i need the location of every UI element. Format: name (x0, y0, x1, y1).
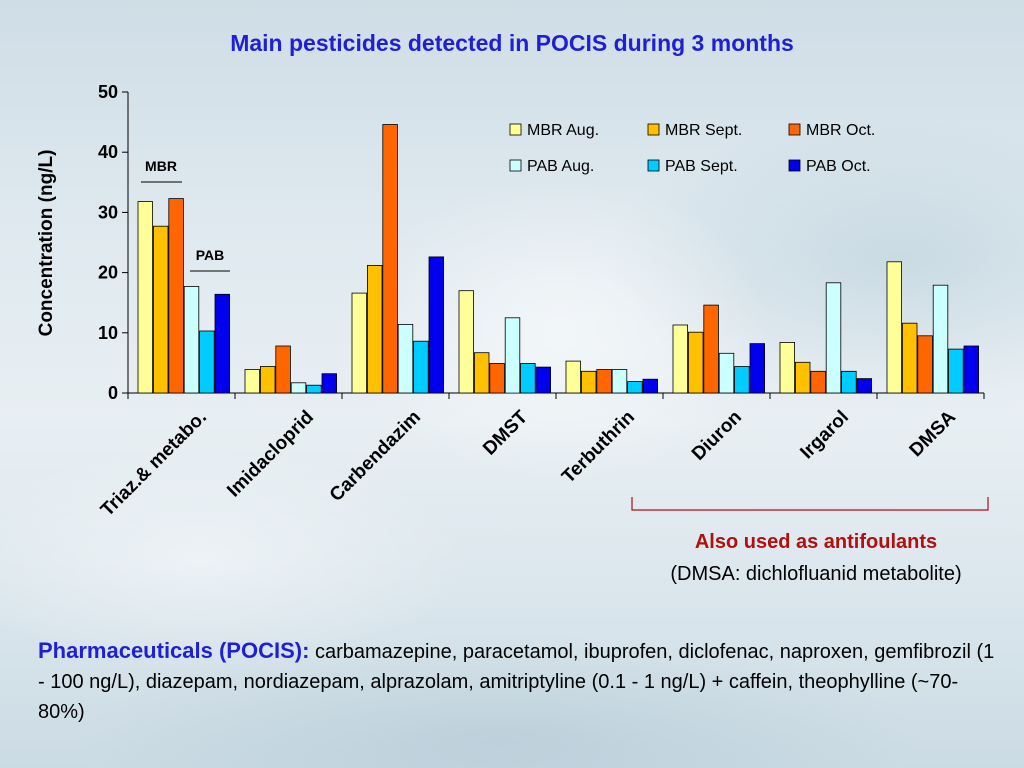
mbr-annotation: MBR (145, 158, 177, 174)
bar (535, 366, 552, 394)
category-label: DMST (479, 406, 532, 459)
bar (703, 304, 719, 394)
bar (168, 198, 184, 394)
bar (611, 369, 628, 394)
y-tick-label: 50 (98, 82, 118, 102)
bar (473, 352, 490, 394)
bar (886, 261, 903, 394)
bar (428, 256, 445, 394)
bar (734, 366, 750, 394)
bar (183, 285, 200, 394)
y-tick-label: 30 (98, 202, 118, 222)
legend-swatch (788, 159, 801, 172)
antifoulant-note: Also used as antifoulants (694, 531, 938, 553)
bar (366, 264, 383, 394)
bar (137, 201, 154, 394)
bar (275, 345, 291, 394)
bar (565, 360, 582, 394)
category-label: DMSA (906, 406, 961, 461)
pab-annotation: PAB (196, 247, 225, 263)
bar (351, 292, 368, 394)
bar (581, 370, 597, 394)
category-label: Carbendazim (326, 407, 425, 506)
bar (627, 381, 643, 394)
bar (948, 348, 964, 394)
bar (596, 369, 612, 394)
bar (841, 370, 857, 394)
legend-label: PAB Oct. (806, 158, 871, 175)
bar (672, 324, 689, 394)
category-label: Triaz.& metabo. (97, 407, 211, 521)
bar (917, 335, 933, 394)
bar (795, 361, 811, 394)
legend-swatch (647, 123, 660, 136)
legend-label: MBR Sept. (665, 122, 742, 139)
bar (810, 370, 826, 394)
category-label: Imidacloprid (223, 407, 318, 502)
bar (214, 293, 231, 394)
pharmaceuticals-heading: Pharmaceuticals (POCIS): (38, 638, 310, 663)
bar (199, 330, 215, 394)
y-tick-label: 0 (108, 383, 118, 403)
legend-swatch (509, 123, 522, 136)
bar (413, 340, 429, 394)
antifoulant-bracket (631, 497, 989, 511)
bar (718, 352, 735, 394)
bar (382, 124, 398, 394)
bar (458, 290, 475, 394)
bar (152, 225, 169, 394)
pharmaceuticals-paragraph: Pharmaceuticals (POCIS): carbamazepine, … (38, 636, 998, 727)
category-label: Irgarol (796, 407, 853, 464)
y-tick-label: 20 (98, 263, 118, 283)
dmsa-note: (DMSA: dichlofluanid metabolite) (670, 563, 962, 585)
chart-title: Main pesticides detected in POCIS during… (230, 30, 794, 56)
y-tick-label: 10 (98, 323, 118, 343)
bar (825, 282, 842, 394)
bar (902, 322, 918, 394)
pharmaceuticals-list: carbamazepine, paracetamol, ibuprofen, d… (38, 641, 995, 723)
legend-label: MBR Aug. (527, 122, 599, 139)
y-axis-label: Concentration (ng/L) (36, 150, 57, 337)
bar (749, 343, 766, 394)
bar (259, 366, 276, 394)
category-label: Diuron (688, 407, 746, 465)
bar (963, 345, 980, 394)
bar (306, 384, 322, 394)
legend-swatch (788, 123, 801, 136)
legend-swatch (647, 159, 660, 172)
bar (779, 341, 796, 394)
bar (856, 378, 873, 394)
bar (397, 323, 414, 394)
category-label: Terbuthrin (558, 407, 639, 488)
y-tick-label: 40 (98, 142, 118, 162)
bar (688, 331, 704, 394)
bar (321, 373, 338, 394)
bar-chart: 0 10 20 30 40 50 Concentration (ng/L) Triaz.& m… (36, 82, 989, 521)
bar (489, 363, 505, 394)
bar (290, 382, 307, 394)
legend-label: PAB Aug. (527, 158, 594, 175)
bar (520, 363, 536, 394)
bar (504, 317, 521, 394)
legend-label: MBR Oct. (806, 122, 875, 139)
legend-swatch (509, 159, 522, 172)
legend-label: PAB Sept. (665, 158, 738, 175)
bar (642, 378, 659, 394)
bar (244, 369, 261, 394)
bar (932, 284, 949, 394)
